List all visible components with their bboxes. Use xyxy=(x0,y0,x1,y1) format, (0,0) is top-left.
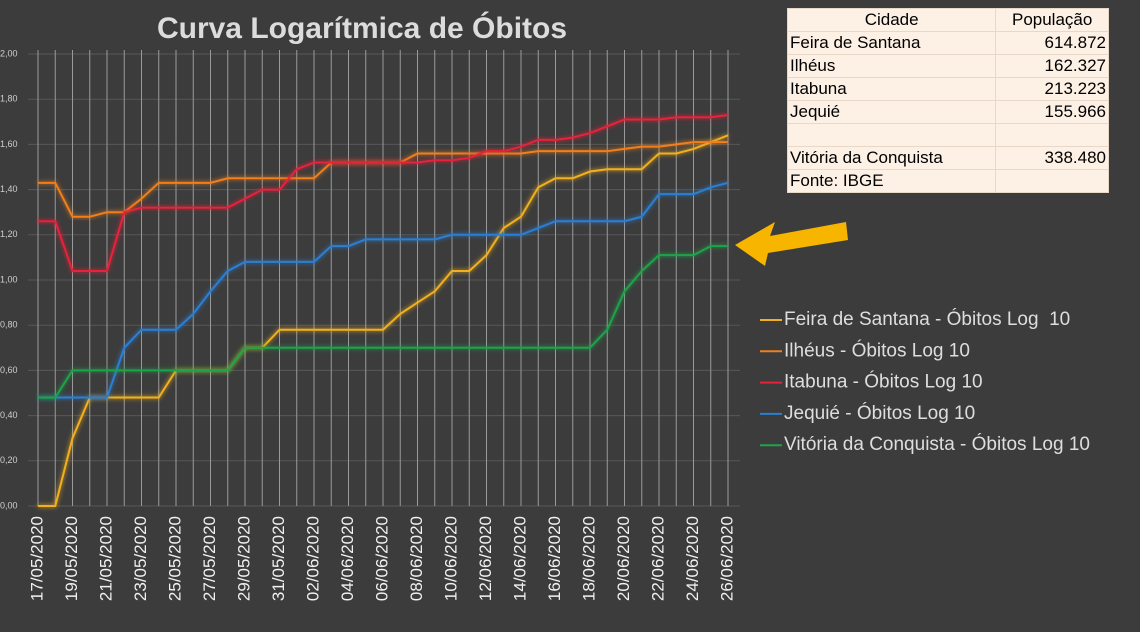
cell: Vitória da Conquista xyxy=(786,146,997,170)
lines xyxy=(38,114,729,507)
x-tick-label: 17/05/2020 xyxy=(27,516,46,601)
x-tick-label: 16/06/2020 xyxy=(545,516,564,601)
table-row: Feira de Santana 614.872 xyxy=(786,31,1109,55)
cell: Ilhéus xyxy=(786,54,997,78)
x-tick-label: 06/06/2020 xyxy=(372,516,391,601)
x-tick-label: 04/06/2020 xyxy=(338,516,357,601)
x-tick-label: 18/06/2020 xyxy=(579,516,598,601)
y-tick-label: 0,60 xyxy=(0,365,18,375)
table-row: Ilhéus 162.327 xyxy=(786,54,1109,78)
cell xyxy=(786,123,997,147)
y-tick-label: 1,20 xyxy=(0,229,18,239)
chart-title: Curva Logarítmica de Óbitos xyxy=(157,11,567,45)
x-tick-label: 10/06/2020 xyxy=(441,516,460,601)
x-tick-label: 08/06/2020 xyxy=(407,516,426,601)
cell: 155.966 xyxy=(995,100,1109,124)
series-line xyxy=(38,181,729,399)
table-row xyxy=(786,123,1109,147)
x-tick-label: 22/06/2020 xyxy=(648,516,667,601)
x-tick-label: 02/06/2020 xyxy=(303,516,322,601)
x-tick-label: 23/05/2020 xyxy=(131,516,150,601)
x-tick-label: 19/05/2020 xyxy=(62,516,81,601)
cell: Jequié xyxy=(786,100,997,124)
series-line xyxy=(38,114,729,272)
cell xyxy=(995,123,1109,147)
cell: Fonte: IBGE xyxy=(786,169,997,193)
arrow xyxy=(735,222,848,266)
x-tick-label: 25/05/2020 xyxy=(165,516,184,601)
y-tick-label: 2,00 xyxy=(0,48,18,58)
cell: Itabuna xyxy=(786,77,997,101)
table-row: Fonte: IBGE xyxy=(786,169,1109,193)
x-tick-label: 31/05/2020 xyxy=(269,516,288,601)
header-cell: População xyxy=(995,8,1109,32)
legend-label: Itabuna - Óbitos Log 10 xyxy=(784,371,983,393)
y-tick-label: 1,40 xyxy=(0,184,18,194)
x-tick-label: 12/06/2020 xyxy=(476,516,495,601)
legend-label: Vitória da Conquista - Óbitos Log 10 xyxy=(784,433,1090,455)
cell: 614.872 xyxy=(995,31,1109,55)
grid: 0,00 0,20 0,40 0,60 0,80 1,00 1,20 1,40 1,60 1,80… xyxy=(0,48,740,601)
x-tick-label: 29/05/2020 xyxy=(234,516,253,601)
x-tick-label: 20/06/2020 xyxy=(614,516,633,601)
y-tick-label: 0,80 xyxy=(0,320,18,330)
y-tick-label: 0,20 xyxy=(0,455,18,465)
y-tick-label: 1,00 xyxy=(0,274,18,284)
header-cell: Cidade xyxy=(786,8,997,32)
cell: 162.327 xyxy=(995,54,1109,78)
y-tick-label: 0,00 xyxy=(0,500,18,510)
series-line xyxy=(38,134,729,507)
legend-label: Ilhéus - Óbitos Log 10 xyxy=(784,339,970,361)
legend-label: Feira de Santana - Óbitos Log 10 xyxy=(784,308,1070,330)
x-tick-label: 26/06/2020 xyxy=(717,516,736,601)
population-table: Cidade População Feira de Santana 614.872 Il… xyxy=(786,8,1109,193)
table-row: Vitória da Conquista 338.480 xyxy=(786,146,1109,170)
x-tick-label: 14/06/2020 xyxy=(510,516,529,601)
x-tick-label: 27/05/2020 xyxy=(200,516,219,601)
legend-label: Jequié - Óbitos Log 10 xyxy=(784,402,975,424)
y-tick-label: 0,40 xyxy=(0,410,18,420)
x-tick-label: 21/05/2020 xyxy=(96,516,115,601)
y-tick-label: 1,80 xyxy=(0,94,18,104)
cell: 213.223 xyxy=(995,77,1109,101)
cell: Feira de Santana xyxy=(786,31,997,55)
legend: Feira de Santana - Óbitos Log 10 Ilhéus -… xyxy=(760,308,1090,455)
y-tick-label: 1,60 xyxy=(0,139,18,149)
table-row: Itabuna 213.223 xyxy=(786,77,1109,101)
cell xyxy=(995,169,1109,193)
table-header-row: Cidade População xyxy=(786,8,1109,32)
x-tick-label: 24/06/2020 xyxy=(683,516,702,601)
cell: 338.480 xyxy=(995,146,1109,170)
series-line xyxy=(38,245,728,399)
table-row: Jequié 155.966 xyxy=(786,100,1109,124)
